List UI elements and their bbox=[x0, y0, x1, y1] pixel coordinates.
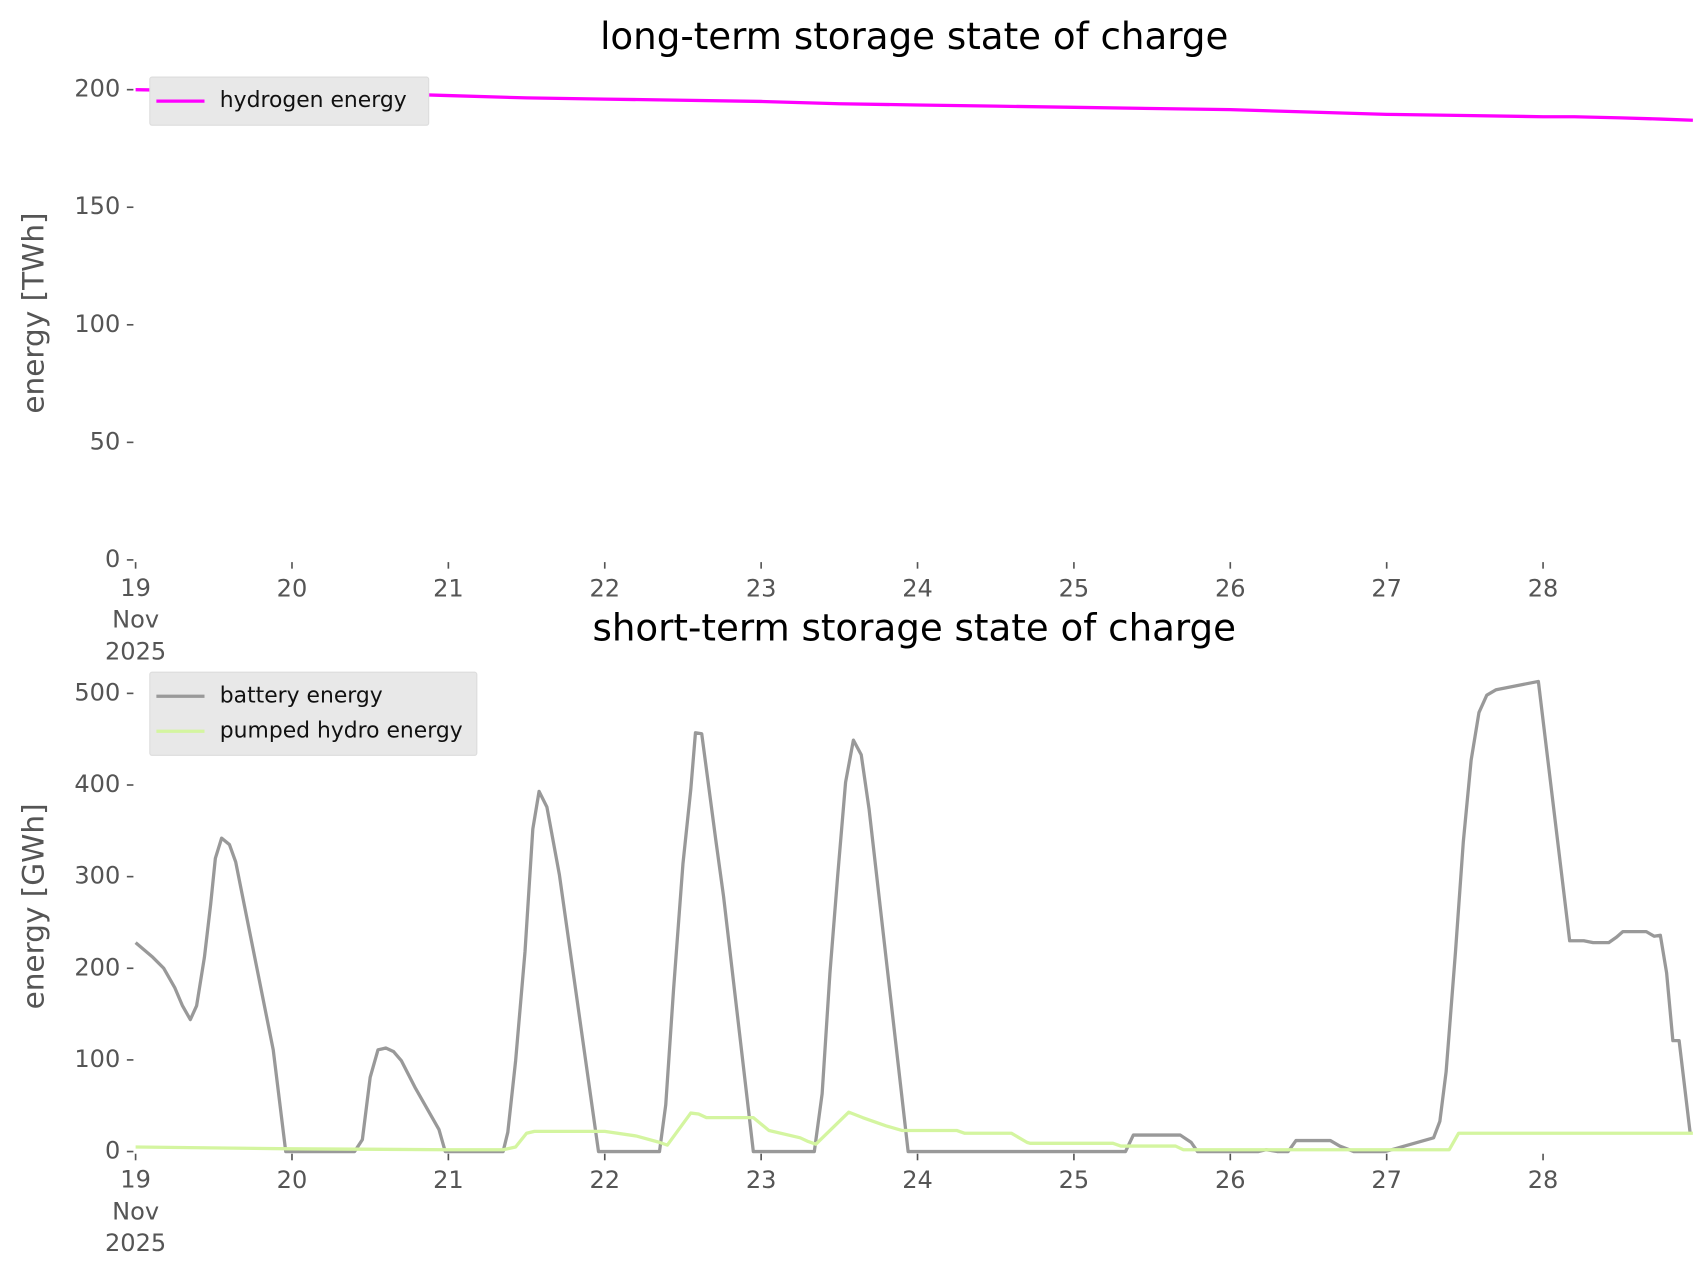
chart-title: short-term storage state of charge bbox=[592, 605, 1236, 649]
x-tick-label: 22 bbox=[589, 1166, 620, 1194]
y-tick-label: 100 bbox=[74, 310, 120, 338]
x-tick-label: 20 bbox=[277, 1166, 308, 1194]
x-tick-label: 27 bbox=[1371, 574, 1402, 602]
x-tick-label: 22 bbox=[589, 574, 620, 602]
chart-title: long-term storage state of charge bbox=[600, 14, 1228, 58]
y-axis-label: energy [TWh] bbox=[16, 212, 50, 413]
x-tick-label: 24 bbox=[902, 574, 933, 602]
x-tick-label: 19 Nov 2025 bbox=[104, 575, 167, 666]
series-line bbox=[135, 1110, 1693, 1152]
y-tick-label: 200 bbox=[74, 75, 120, 103]
y-tick-label: 100 bbox=[74, 1045, 120, 1073]
x-tick-label: 19 Nov 2025 bbox=[104, 1166, 167, 1258]
y-tick-label: 500 bbox=[74, 678, 120, 706]
y-tick-label: 150 bbox=[74, 192, 120, 220]
y-tick-label: 50 bbox=[90, 427, 121, 455]
legend-box bbox=[149, 76, 430, 126]
x-tick-label: 24 bbox=[902, 1166, 933, 1194]
legend-label: pumped hydro energy bbox=[220, 718, 463, 743]
x-tick-label: 20 bbox=[277, 574, 308, 602]
x-tick-label: 25 bbox=[1059, 574, 1090, 602]
x-tick-label: 25 bbox=[1059, 1166, 1090, 1194]
y-tick-label: 200 bbox=[74, 953, 120, 981]
x-tick-label: 23 bbox=[746, 574, 777, 602]
y-tick-label: 400 bbox=[74, 770, 120, 798]
y-tick-label: 0 bbox=[105, 1137, 120, 1165]
x-tick-label: 21 bbox=[433, 574, 464, 602]
legend-label: hydrogen energy bbox=[220, 88, 407, 113]
x-tick-label: 26 bbox=[1215, 1166, 1246, 1194]
legend-box bbox=[149, 671, 478, 756]
y-tick-label: 300 bbox=[74, 862, 120, 890]
y-axis-label: energy [GWh] bbox=[16, 803, 50, 1009]
x-tick-label: 26 bbox=[1215, 574, 1246, 602]
x-tick-label: 28 bbox=[1528, 1166, 1559, 1194]
x-tick-label: 28 bbox=[1528, 574, 1559, 602]
legend-label: battery energy bbox=[220, 683, 383, 708]
x-tick-label: 23 bbox=[746, 1166, 777, 1194]
x-tick-label: 21 bbox=[433, 1166, 464, 1194]
y-tick-label: 0 bbox=[105, 545, 120, 573]
series-line bbox=[134, 679, 1692, 1154]
x-tick-label: 27 bbox=[1371, 1166, 1402, 1194]
